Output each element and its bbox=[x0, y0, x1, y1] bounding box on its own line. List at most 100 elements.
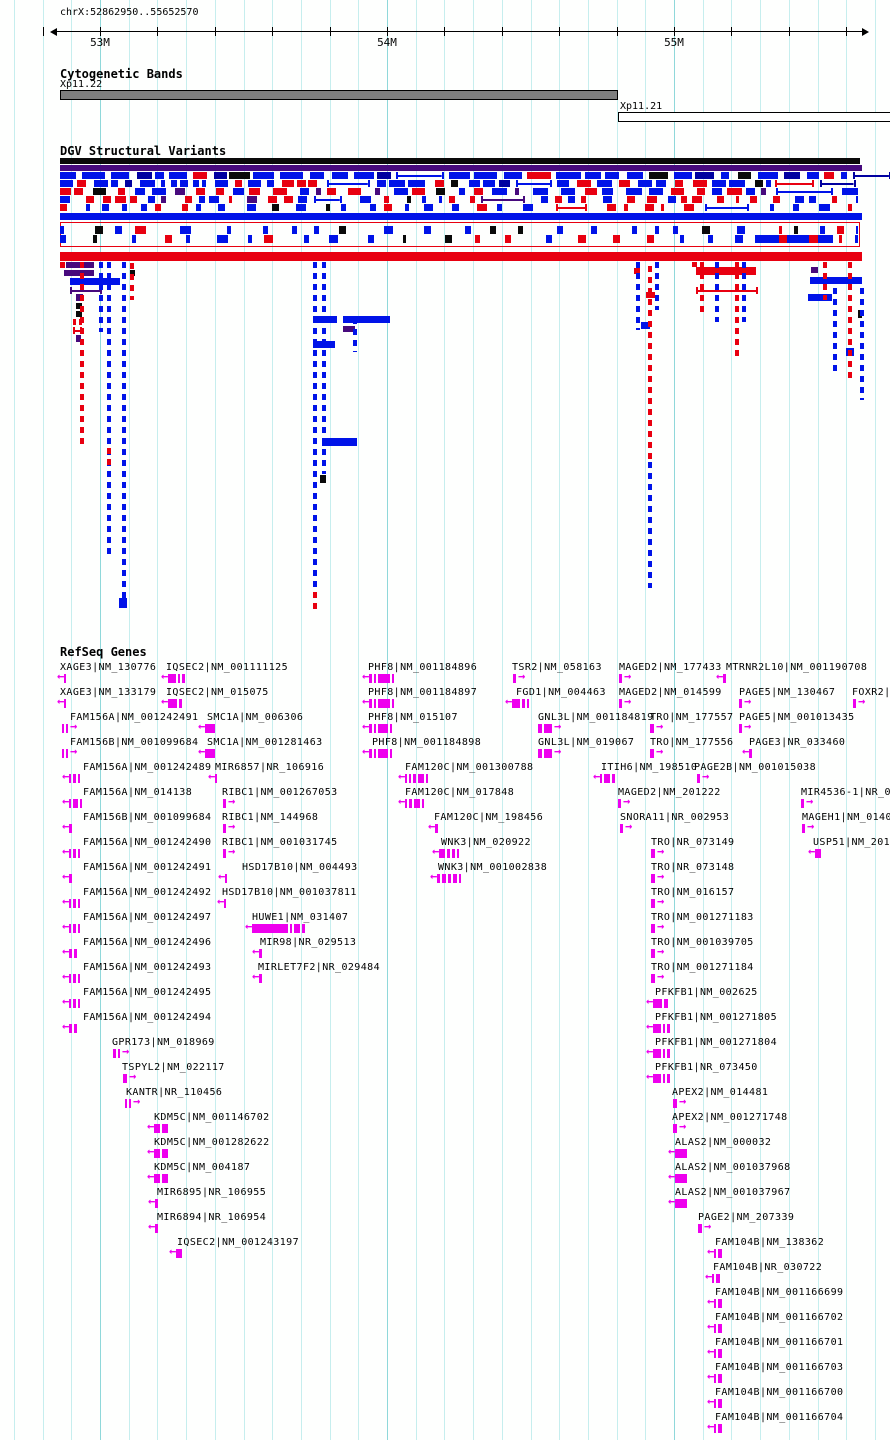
variant-segment[interactable] bbox=[794, 226, 799, 234]
variant-segment[interactable] bbox=[263, 226, 268, 234]
variant-link[interactable] bbox=[696, 287, 758, 294]
variant-segment[interactable] bbox=[773, 196, 780, 203]
variant-segment[interactable] bbox=[503, 172, 523, 179]
gene-glyph[interactable]: ← bbox=[668, 1170, 689, 1185]
gene-label[interactable]: MIR6857|NR_106916 bbox=[215, 762, 325, 773]
variant-segment[interactable] bbox=[134, 226, 146, 234]
variant-segment[interactable] bbox=[60, 262, 65, 268]
variant-segment[interactable] bbox=[353, 172, 375, 179]
gene-glyph[interactable]: → bbox=[802, 820, 814, 835]
gene-label[interactable]: FAM156A|NM_001242491 bbox=[70, 712, 199, 723]
variant-dashed-column[interactable] bbox=[655, 262, 659, 310]
variant-segment[interactable] bbox=[320, 475, 326, 483]
gene-label[interactable]: WNK3|NM_001002838 bbox=[438, 862, 548, 873]
variant-segment[interactable] bbox=[601, 188, 613, 195]
gene-glyph[interactable]: ← bbox=[707, 1345, 724, 1360]
gene-glyph[interactable]: ← bbox=[362, 670, 396, 685]
gene-glyph[interactable]: → bbox=[651, 895, 664, 910]
variant-link[interactable] bbox=[314, 196, 342, 203]
variant-segment[interactable] bbox=[249, 188, 260, 195]
variant-segment[interactable] bbox=[291, 226, 298, 234]
variant-dashed-column[interactable] bbox=[833, 288, 837, 372]
gene-label[interactable]: FAM104B|NR_030722 bbox=[713, 1262, 823, 1273]
gene-label[interactable]: PFKFB1|NM_001271805 bbox=[655, 1012, 777, 1023]
gene-glyph[interactable]: → bbox=[538, 745, 561, 760]
variant-dashed-column[interactable] bbox=[823, 262, 827, 300]
gene-label[interactable]: FAM104B|NM_001166700 bbox=[715, 1387, 844, 1398]
gene-label[interactable]: PHF8|NM_001184897 bbox=[368, 687, 478, 698]
variant-segment[interactable] bbox=[338, 226, 347, 234]
gene-glyph[interactable]: ← bbox=[646, 1020, 672, 1035]
gene-label[interactable]: PAGE5|NM_130467 bbox=[739, 687, 836, 698]
variant-segment[interactable] bbox=[435, 180, 444, 187]
variant-segment[interactable] bbox=[406, 196, 411, 203]
variant-segment[interactable] bbox=[246, 196, 257, 203]
gene-glyph[interactable]: ← bbox=[148, 1220, 160, 1235]
gene-label[interactable]: PAGE5|NM_001013435 bbox=[739, 712, 855, 723]
variant-dashed-column[interactable] bbox=[107, 262, 111, 556]
variant-segment[interactable] bbox=[82, 172, 106, 179]
variant-segment[interactable] bbox=[295, 204, 306, 211]
variant-segment[interactable] bbox=[770, 204, 774, 211]
variant-segment[interactable] bbox=[618, 180, 630, 187]
variant-segment[interactable] bbox=[820, 226, 825, 234]
variant-segment[interactable] bbox=[121, 204, 128, 211]
gene-label[interactable]: ALAS2|NM_001037968 bbox=[675, 1162, 791, 1173]
gene-label[interactable]: TRO|NR_073149 bbox=[651, 837, 735, 848]
gene-label[interactable]: MAGED2|NM_014599 bbox=[619, 687, 722, 698]
variant-segment[interactable] bbox=[716, 196, 724, 203]
variant-segment[interactable] bbox=[73, 188, 84, 195]
gene-glyph[interactable]: → bbox=[698, 1220, 711, 1235]
gene-label[interactable]: FAM156A|NM_001242490 bbox=[83, 837, 212, 848]
variant-segment[interactable] bbox=[407, 180, 426, 187]
variant-dashed-column[interactable] bbox=[742, 262, 746, 322]
variant-segment[interactable] bbox=[448, 172, 470, 179]
gene-glyph[interactable]: ← bbox=[398, 770, 430, 785]
variant-segment[interactable] bbox=[393, 188, 409, 195]
variant-segment[interactable] bbox=[674, 172, 693, 179]
gene-glyph[interactable]: ← bbox=[147, 1170, 170, 1185]
variant-segment[interactable] bbox=[130, 196, 137, 203]
variant-segment[interactable] bbox=[475, 235, 481, 243]
gene-glyph[interactable]: ← bbox=[62, 870, 74, 885]
variant-segment[interactable] bbox=[514, 188, 520, 195]
variant-segment[interactable] bbox=[296, 180, 306, 187]
variant-segment[interactable] bbox=[670, 188, 684, 195]
variant-segment[interactable] bbox=[315, 188, 321, 195]
variant-segment[interactable] bbox=[263, 235, 274, 243]
gene-glyph[interactable]: → bbox=[673, 1095, 686, 1110]
gene-label[interactable]: HSD17B10|NM_001037811 bbox=[222, 887, 357, 898]
gene-label[interactable]: PAGE3|NR_033460 bbox=[749, 737, 846, 748]
gene-label[interactable]: MIR98|NR_029513 bbox=[260, 937, 357, 948]
variant-segment[interactable] bbox=[580, 196, 586, 203]
variant-segment[interactable] bbox=[60, 226, 65, 234]
variant-dashed-column[interactable] bbox=[648, 462, 652, 588]
variant-segment[interactable] bbox=[404, 204, 409, 211]
gene-glyph[interactable]: → bbox=[739, 720, 751, 735]
variant-dashed-column[interactable] bbox=[353, 318, 357, 352]
gene-label[interactable]: TRO|NM_177557 bbox=[650, 712, 734, 723]
gene-glyph[interactable]: → bbox=[223, 820, 235, 835]
variant-segment[interactable] bbox=[735, 196, 740, 203]
variant-segment[interactable] bbox=[613, 235, 621, 243]
variant-segment[interactable] bbox=[649, 188, 663, 195]
gene-label[interactable]: TRO|NM_001271183 bbox=[651, 912, 754, 923]
variant-segment[interactable] bbox=[761, 188, 767, 195]
variant-segment[interactable] bbox=[692, 180, 707, 187]
variant-segment[interactable] bbox=[423, 226, 432, 234]
variant-link[interactable] bbox=[396, 172, 444, 179]
gene-label[interactable]: FAM156A|NM_001242493 bbox=[83, 962, 212, 973]
variant-segment[interactable] bbox=[754, 180, 764, 187]
variant-segment[interactable] bbox=[855, 235, 858, 243]
variant-segment[interactable] bbox=[272, 204, 279, 211]
variant-segment[interactable] bbox=[602, 196, 613, 203]
gene-glyph[interactable]: ← bbox=[362, 695, 396, 710]
gene-glyph[interactable]: → bbox=[697, 770, 709, 785]
gene-glyph[interactable]: ← bbox=[198, 745, 217, 760]
variant-segment[interactable] bbox=[841, 188, 858, 195]
variant-segment[interactable] bbox=[554, 196, 563, 203]
variant-segment[interactable] bbox=[297, 196, 308, 203]
variant-segment[interactable] bbox=[489, 226, 496, 234]
variant-segment[interactable] bbox=[165, 235, 173, 243]
gene-label[interactable]: FAM156A|NM_001242494 bbox=[83, 1012, 212, 1023]
